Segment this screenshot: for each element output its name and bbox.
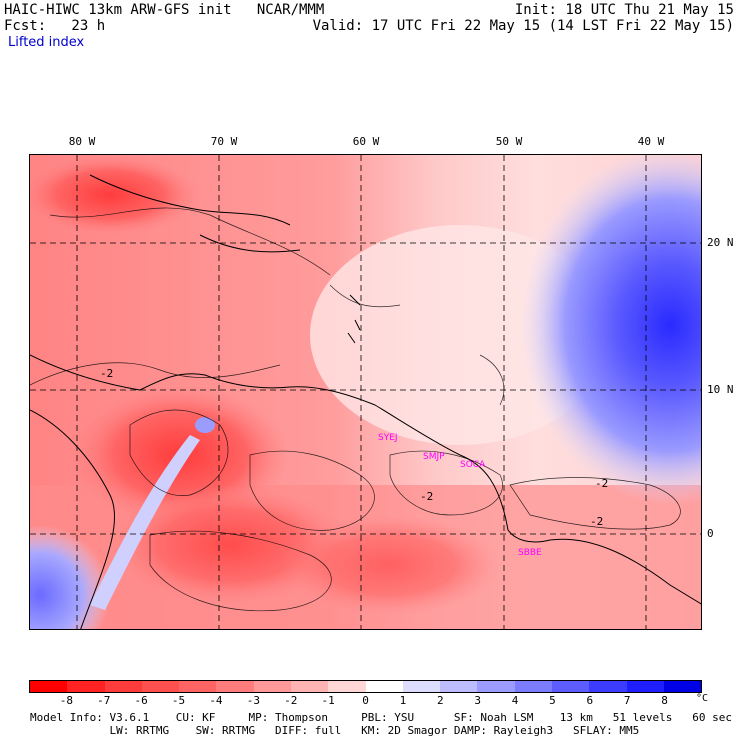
- colorbar-tick-label: -4: [209, 694, 223, 707]
- colorbar-swatch: [328, 681, 366, 692]
- colorbar-swatch: [365, 681, 403, 692]
- colorbar-swatch: [589, 681, 627, 692]
- colorbar-tick-label: -6: [134, 694, 148, 707]
- model-title: HAIC-HIWC 13km ARW-GFS init NCAR/MMM: [4, 2, 325, 18]
- colorbar-tick-label: 7: [623, 694, 631, 707]
- colorbar-tick-label: -8: [59, 694, 73, 707]
- colorbar-swatch: [30, 681, 68, 692]
- coastlines: [30, 174, 701, 629]
- east-stable-area: [520, 155, 701, 505]
- contours: [30, 207, 681, 612]
- colorbar-swatch: [402, 681, 441, 692]
- colorbar-swatch: [141, 681, 180, 692]
- colorbar-swatch: [477, 681, 515, 692]
- brazil-unstable-area: [280, 515, 500, 615]
- model-info-line2: LW: RRTMG SW: RRTMG DIFF: full KM: 2D Sm…: [30, 724, 640, 737]
- colorbar-tick-label: -2: [284, 694, 298, 707]
- colorbar-swatch: [440, 681, 478, 692]
- lat-label-20n: 20 N: [707, 236, 734, 249]
- station-label: SOCA: [460, 460, 486, 470]
- lat-lon-grid: [30, 155, 701, 629]
- colorbar-tick-label: 1: [399, 694, 407, 707]
- colorbar-swatch: [179, 681, 217, 692]
- colorbar-swatch: [290, 681, 329, 692]
- colorbar-swatch: [104, 681, 142, 692]
- contour-label: -2: [100, 367, 113, 380]
- field-name: Lifted index: [8, 35, 85, 50]
- colorbar-tick-label: -5: [171, 694, 186, 707]
- colorbar-tick-label: 2: [436, 694, 444, 707]
- caribbean-unstable-area: [30, 155, 200, 235]
- contour-label: -2: [595, 477, 608, 490]
- colorbar-swatch: [663, 681, 702, 692]
- lon-label-80w: 80 W: [68, 135, 96, 148]
- contour-label: -2: [590, 515, 603, 528]
- colorbar-tick-label: 4: [511, 694, 519, 707]
- colorbar-swatch: [626, 681, 664, 692]
- colorbar-swatch: [216, 681, 254, 692]
- lat-label-10n: 10 N: [707, 383, 734, 396]
- colorbar-tick-label: -1: [321, 694, 335, 707]
- model-info-line1: Model Info: V3.6.1 CU: KF MP: Thompson P…: [30, 711, 732, 724]
- lifted-index-map: -2 -2 -2 -2: [29, 154, 702, 630]
- colorbar-swatch: [67, 681, 105, 692]
- init-time: Init: 18 UTC Thu 21 May 15: [514, 2, 734, 18]
- colorbar-tick-label: 3: [474, 694, 481, 707]
- colorbar-tick-label: 8: [661, 694, 668, 707]
- lon-label-60w: 60 W: [352, 135, 380, 148]
- colorbar-tick-label: -7: [97, 694, 111, 707]
- colorbar-swatch: [253, 681, 291, 692]
- colorbar-tick-label: -3: [246, 694, 260, 707]
- station-label: SMJP: [423, 452, 445, 462]
- colorbar-tick-label: 6: [586, 694, 594, 707]
- valid-time: Valid: 17 UTC Fri 22 May 15 (14 LST Fri …: [312, 18, 734, 34]
- colorbar: [29, 680, 702, 693]
- colorbar-swatch: [514, 681, 552, 692]
- station-label: SBBE: [518, 548, 542, 558]
- lon-label-50w: 50 W: [495, 135, 523, 148]
- forecast-hour: Fcst: 23 h: [4, 18, 106, 34]
- contour-label: -2: [420, 490, 433, 503]
- station-label: SYEJ: [378, 433, 398, 443]
- colorbar-unit: °C: [696, 693, 709, 704]
- colorbar-swatch: [551, 681, 590, 692]
- lon-label-40w: 40 W: [637, 135, 665, 148]
- lake-maracaibo: [195, 417, 215, 433]
- lat-label-0: 0: [707, 527, 714, 540]
- lon-label-70w: 70 W: [210, 135, 238, 148]
- colorbar-tick-label: 0: [362, 694, 369, 707]
- map-canvas: -2 -2 -2 -2: [30, 155, 701, 629]
- andes-strip: [90, 435, 200, 610]
- colorbar-tick-label: 5: [549, 694, 556, 707]
- colorbar-ticks: -8 -7 -6 -5 -4 -3 -2 -1 0 1 2 3 4 5 6 7 8: [29, 694, 702, 708]
